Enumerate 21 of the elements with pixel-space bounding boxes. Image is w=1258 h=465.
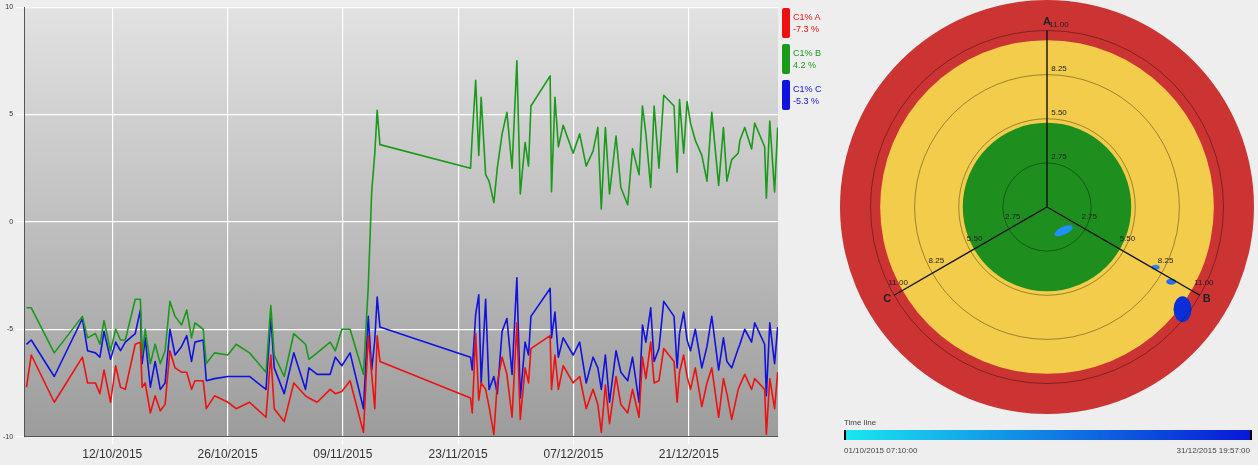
x-tick-label: 07/12/2015 xyxy=(543,447,604,462)
x-tick-label: 23/11/2015 xyxy=(428,447,489,462)
x-tick-label: 26/10/2015 xyxy=(197,447,258,462)
text: 8.25 xyxy=(928,256,945,266)
text: 11.00 xyxy=(1049,19,1069,29)
x-tick-label: 12/10/2015 xyxy=(82,447,143,462)
text: 2.75 xyxy=(1051,152,1067,162)
text: C1% A -7.3 % xyxy=(793,11,822,35)
text: 11.00 xyxy=(888,278,908,288)
text: 31/12/2015 19:57:00 xyxy=(1176,446,1250,455)
text: 8.25 xyxy=(1051,63,1067,73)
x-tick-label: 09/11/2015 xyxy=(313,447,373,462)
text: 2.75 xyxy=(1005,212,1021,222)
spoke-label: B xyxy=(1202,292,1211,305)
x-tick-label: 21/12/2015 xyxy=(658,447,720,462)
text: C1% B 4.2 % xyxy=(793,47,822,71)
spoke-label: C xyxy=(883,292,892,305)
text: 01/10/2015 07:10:00 xyxy=(844,446,918,455)
text: C1% C -5.3 % xyxy=(793,83,823,107)
text: 5.50 xyxy=(1051,107,1067,117)
text: Time line xyxy=(844,418,877,427)
